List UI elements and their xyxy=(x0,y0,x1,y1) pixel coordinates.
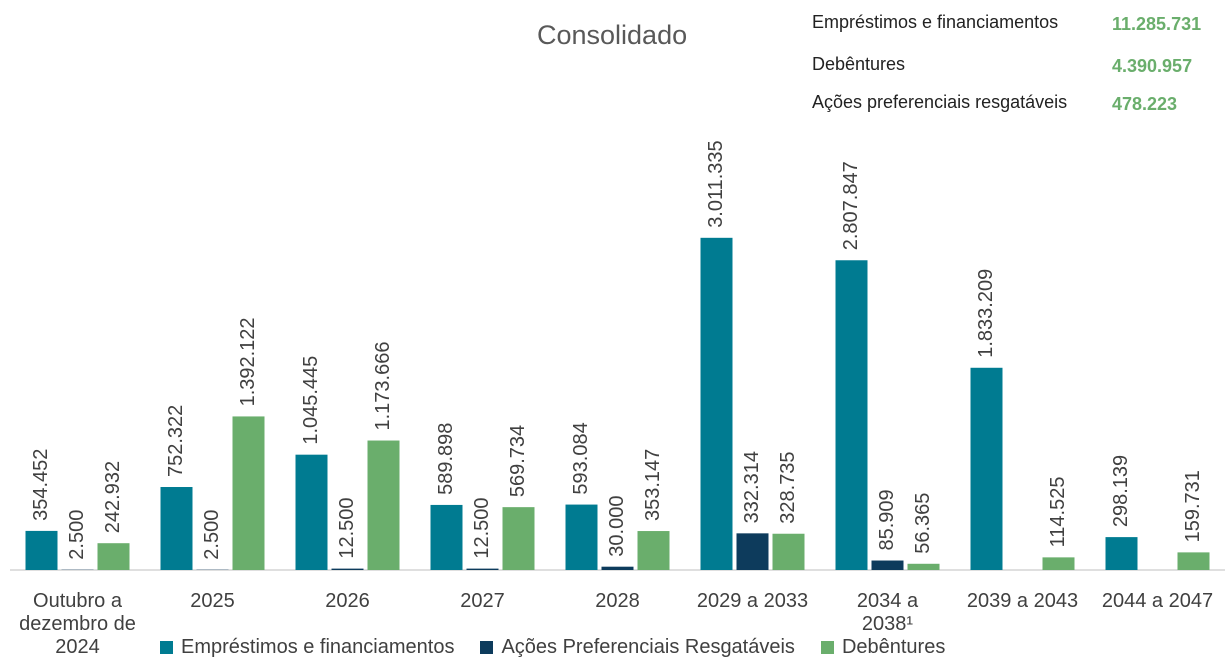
legend-label: Empréstimos e financiamentos xyxy=(181,636,455,658)
bar xyxy=(430,504,463,570)
bar xyxy=(970,367,1003,570)
data-label: 12.500 xyxy=(471,497,493,558)
x-tick-label: 2039 a 2043 xyxy=(966,590,1079,612)
bar xyxy=(772,533,805,570)
legend-swatch xyxy=(820,641,834,654)
data-label: 569.734 xyxy=(507,425,529,497)
bar xyxy=(700,237,733,570)
total-value: 11.285.731 xyxy=(1112,14,1202,34)
data-label: 354.452 xyxy=(30,449,52,521)
legend-item: Ações Preferenciais Resgatáveis xyxy=(480,636,795,659)
data-label: 2.807.847 xyxy=(840,161,862,250)
data-label: 30.000 xyxy=(606,496,628,557)
data-label: 1.833.209 xyxy=(975,269,997,358)
x-tick-label: 2029 a 2033 xyxy=(696,590,809,612)
data-label: 3.011.335 xyxy=(705,140,727,228)
x-tick-label: 2034 a 2038¹ xyxy=(856,590,919,635)
bar xyxy=(295,454,328,570)
data-label: 56.365 xyxy=(912,493,934,554)
legend-item: Debêntures xyxy=(820,636,946,659)
data-label: 242.932 xyxy=(102,461,124,533)
bar xyxy=(367,440,400,570)
data-label: 159.731 xyxy=(1182,470,1204,542)
bar xyxy=(25,530,58,570)
bar xyxy=(1177,552,1210,570)
bar xyxy=(835,260,868,570)
data-label: 85.909 xyxy=(876,489,898,550)
data-label: 2.500 xyxy=(201,510,223,560)
data-label: 589.898 xyxy=(435,423,457,495)
total-value: 478.223 xyxy=(1112,94,1178,114)
bar xyxy=(466,568,499,570)
bar xyxy=(736,533,769,570)
data-label: 114.525 xyxy=(1047,477,1069,548)
legend-item: Empréstimos e financiamentos xyxy=(160,636,454,659)
legend: Empréstimos e financiamentos Ações Prefer… xyxy=(160,636,945,659)
x-tick-label: Outubro a dezembro de 2024 xyxy=(19,590,136,658)
data-label: 593.084 xyxy=(570,422,592,494)
total-value: 4.390.957 xyxy=(1112,56,1193,76)
x-tick-label: 2027 xyxy=(460,590,505,612)
x-tick-label: 2025 xyxy=(190,590,235,612)
data-label: 1.173.666 xyxy=(372,342,394,431)
x-tick-label: 2028 xyxy=(595,590,640,612)
bar xyxy=(97,543,130,570)
bar xyxy=(502,507,535,570)
legend-swatch xyxy=(160,641,173,654)
bar xyxy=(565,504,598,570)
data-label: 752.322 xyxy=(165,405,187,477)
total-name: Empréstimos e financiamentos xyxy=(812,12,1059,32)
legend-label: Debêntures xyxy=(841,636,946,658)
data-label: 2.500 xyxy=(66,510,88,560)
data-label: 1.392.122 xyxy=(237,317,259,406)
data-label: 298.139 xyxy=(1110,455,1132,527)
chart-title: Consolidado xyxy=(537,20,688,50)
data-label: 12.500 xyxy=(336,497,358,558)
total-name: Ações preferenciais resgatáveis xyxy=(812,92,1068,112)
bar xyxy=(160,487,193,570)
bar xyxy=(1042,557,1075,570)
data-label: 1.045.445 xyxy=(300,356,322,445)
bar xyxy=(1105,537,1138,570)
legend-label: Ações Preferenciais Resgatáveis xyxy=(501,636,795,658)
legend-swatch xyxy=(480,641,494,654)
total-name: Debêntures xyxy=(812,54,906,74)
x-tick-label: 2026 xyxy=(325,590,370,612)
bar xyxy=(232,416,265,570)
bar xyxy=(331,568,364,570)
bar xyxy=(907,563,940,570)
data-label: 332.314 xyxy=(741,451,763,523)
bar xyxy=(601,566,634,570)
bar xyxy=(637,531,670,570)
data-label: 328.735 xyxy=(777,451,799,523)
bar xyxy=(871,560,904,570)
data-label: 353.147 xyxy=(642,449,664,521)
x-tick-label: 2044 a 2047 xyxy=(1101,590,1214,612)
